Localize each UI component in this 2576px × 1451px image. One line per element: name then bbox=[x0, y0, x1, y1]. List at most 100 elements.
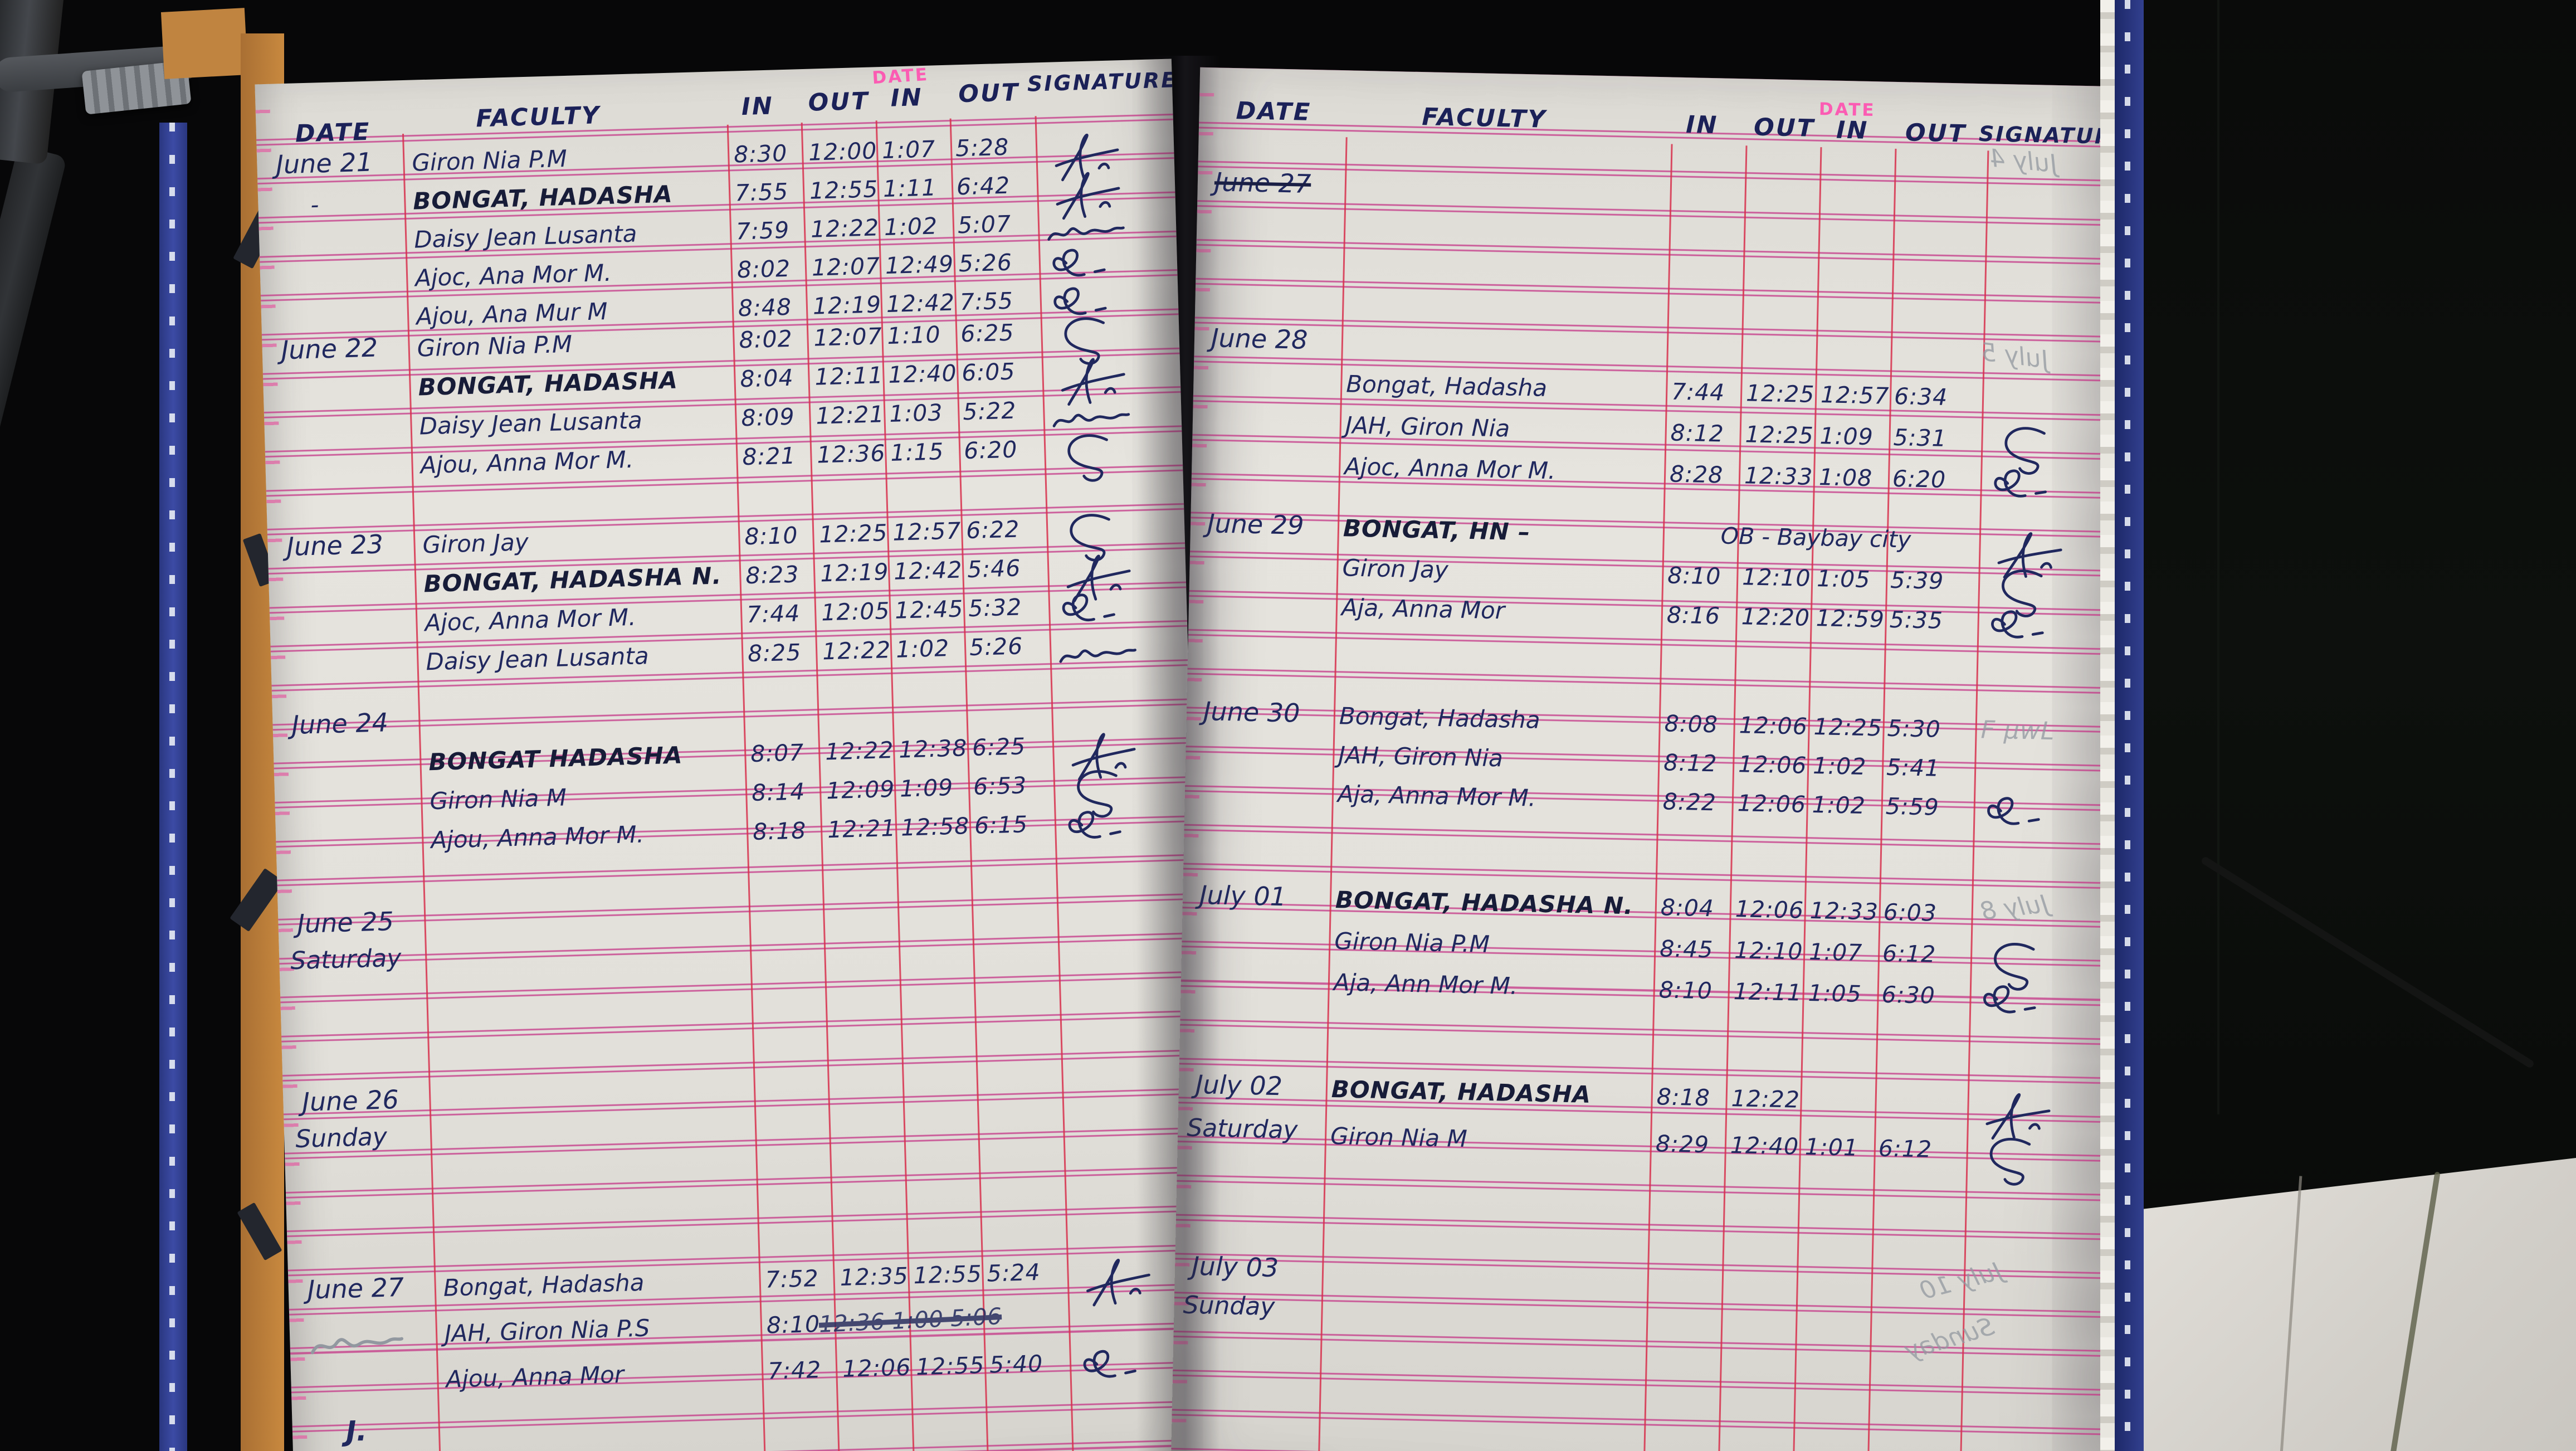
time-in-am: 8:30 bbox=[733, 139, 788, 168]
time-out-am: 12:22 bbox=[810, 214, 880, 243]
column-header-date: DATE bbox=[1236, 97, 1312, 126]
cover-pattern-mark bbox=[230, 868, 284, 932]
time-in-am: 8:02 bbox=[736, 255, 791, 284]
time-in-pm: 12:55 bbox=[915, 1351, 985, 1381]
column-header-out-am: OUT bbox=[1753, 113, 1816, 143]
time-out-am: 12:06 bbox=[842, 1353, 911, 1382]
column-header-faculty: FACULTY bbox=[1421, 103, 1547, 134]
left-page-grid: DATE FACULTY IN OUT IN OUT SIGNATURE DAT… bbox=[255, 59, 1211, 1451]
time-in-am: 7:52 bbox=[765, 1265, 819, 1293]
faculty-name: Giron Jay bbox=[422, 528, 529, 559]
faculty-name: Giron Nia P.M bbox=[1334, 927, 1490, 958]
center-fold-shadow bbox=[1136, 56, 1220, 1451]
time-in-pm: 12:45 bbox=[894, 595, 964, 624]
faculty-name: Ajoc, Anna Mor M. bbox=[424, 603, 637, 637]
time-in-am: 8:07 bbox=[750, 739, 805, 768]
faculty-name: BONGAT, HN – bbox=[1343, 514, 1531, 546]
signature-text: F μwL bbox=[1980, 715, 2055, 746]
date-label: June 22 bbox=[280, 332, 378, 366]
time-out-pm: 6:20 bbox=[963, 436, 1018, 465]
signature-scribble bbox=[1072, 1251, 1158, 1310]
signature-scribble bbox=[1055, 625, 1140, 684]
spine-stitching bbox=[2125, 0, 2130, 1451]
signature-scribble bbox=[1972, 1085, 2057, 1144]
time-in-am: 8:28 bbox=[1669, 460, 1724, 489]
time-out-pm: 5:59 bbox=[1885, 792, 1940, 821]
weekday-label: Sunday bbox=[295, 1122, 388, 1154]
time-in-pm: 1:03 bbox=[889, 399, 944, 427]
printed-date-label: DATE bbox=[1818, 99, 1876, 121]
time-out-pm: 6:25 bbox=[960, 319, 1015, 348]
time-in-pm: 12:59 bbox=[1816, 605, 1885, 633]
signature-scribble bbox=[1986, 421, 2071, 480]
time-out-am: 12:11 bbox=[814, 362, 884, 391]
time-in-am: 8:21 bbox=[741, 442, 797, 471]
handwritten-note: OB - Baybay city bbox=[1720, 522, 1911, 553]
time-out-am: 12:06 bbox=[1735, 895, 1804, 924]
time-in-pm: 12:57 bbox=[892, 517, 962, 546]
ghost-writing: July 10 bbox=[1916, 1257, 2005, 1306]
time-in-pm: 1:05 bbox=[1808, 979, 1862, 1007]
time-in-pm: 1:05 bbox=[1816, 565, 1871, 593]
date-label: June 26 bbox=[301, 1084, 399, 1117]
time-in-pm: 12:49 bbox=[885, 250, 954, 279]
time-out-pm: 6:03 bbox=[1883, 898, 1938, 927]
faculty-name: Bongat, Hadasha bbox=[1339, 702, 1541, 734]
time-in-am: 8:02 bbox=[738, 325, 793, 354]
time-in-pm: 1:09 bbox=[1819, 422, 1874, 451]
time-out-pm: 6:22 bbox=[965, 515, 1020, 544]
time-in-am: 8:12 bbox=[1663, 749, 1718, 777]
time-out-pm: 5:32 bbox=[968, 593, 1022, 622]
time-out-am: 12:19 bbox=[812, 291, 882, 320]
time-in-pm: 1:07 bbox=[1808, 938, 1863, 966]
time-out-pm: 5:35 bbox=[1889, 606, 1944, 634]
right-page-grid: DATE FACULTY IN OUT IN OUT SIGNATURE DAT… bbox=[1171, 67, 2134, 1451]
column-header-out-pm: OUT bbox=[1905, 119, 1967, 148]
faculty-name: Aja, Ann Mor M. bbox=[1333, 968, 1518, 1000]
time-out-am: 12:22 bbox=[822, 636, 892, 665]
time-out-pm: 5:22 bbox=[962, 397, 1017, 426]
time-out-am: 12:36 bbox=[816, 440, 886, 469]
time-in-am: 8:09 bbox=[740, 403, 796, 432]
time-in-pm: 1:10 bbox=[886, 321, 941, 349]
time-out-am: 12:25 bbox=[818, 519, 889, 548]
spine-stitching bbox=[169, 123, 175, 1451]
logbook-right-page: DATE FACULTY IN OUT IN OUT SIGNATURE DAT… bbox=[1171, 67, 2134, 1451]
date-label: June 25 bbox=[296, 906, 394, 939]
signature-scribble bbox=[1060, 803, 1145, 862]
time-out-am: 12:22 bbox=[1731, 1085, 1801, 1113]
time-out-pm: 5:30 bbox=[1887, 714, 1941, 743]
faculty-name: Bongat, Hadasha bbox=[1345, 370, 1548, 402]
time-out-am: 12:21 bbox=[827, 814, 896, 844]
signature-scribble bbox=[1045, 280, 1130, 339]
time-out-pm: 6:30 bbox=[1881, 981, 1936, 1009]
signature-scribble bbox=[1042, 164, 1127, 223]
faculty-name: JAH, Giron Nia bbox=[1345, 411, 1510, 442]
signature-scribble bbox=[1971, 1132, 2056, 1191]
time-out-pm: 6:34 bbox=[1894, 382, 1948, 411]
right-spine bbox=[2115, 0, 2144, 1451]
time-out-am: 12:21 bbox=[815, 401, 885, 430]
time-in-pm: 12:42 bbox=[893, 556, 963, 585]
time-in-am: 8:22 bbox=[1662, 788, 1717, 816]
time-out-am: 12:05 bbox=[821, 597, 891, 626]
time-in-am: 8:29 bbox=[1655, 1130, 1710, 1158]
time-out-pm: 6:15 bbox=[974, 811, 1028, 839]
time-in-am: 7:59 bbox=[735, 216, 790, 245]
time-in-am: 8:25 bbox=[747, 639, 802, 668]
time-in-am: 7:44 bbox=[746, 600, 801, 629]
signature-scribble bbox=[1044, 241, 1129, 300]
time-in-pm: 1:11 bbox=[882, 174, 937, 203]
printed-date-label: DATE bbox=[871, 64, 930, 89]
time-out-pm: 5:24 bbox=[986, 1258, 1041, 1287]
faculty-name: Ajoc, Ana Mor M. bbox=[414, 259, 612, 292]
time-in-am: 8:08 bbox=[1664, 710, 1719, 738]
time-in-pm: 1:02 bbox=[884, 212, 938, 241]
time-in-am: 8:18 bbox=[1656, 1083, 1711, 1112]
time-in-pm: 1:15 bbox=[890, 438, 945, 466]
faculty-name: Aja, Anna Mor M. bbox=[1337, 780, 1536, 812]
faculty-name: Giron Nia M bbox=[1330, 1122, 1468, 1153]
time-in-am: 8:04 bbox=[739, 364, 794, 393]
time-out-pm: 5:28 bbox=[955, 133, 1009, 162]
time-out-am: 12:11 bbox=[1733, 978, 1803, 1006]
